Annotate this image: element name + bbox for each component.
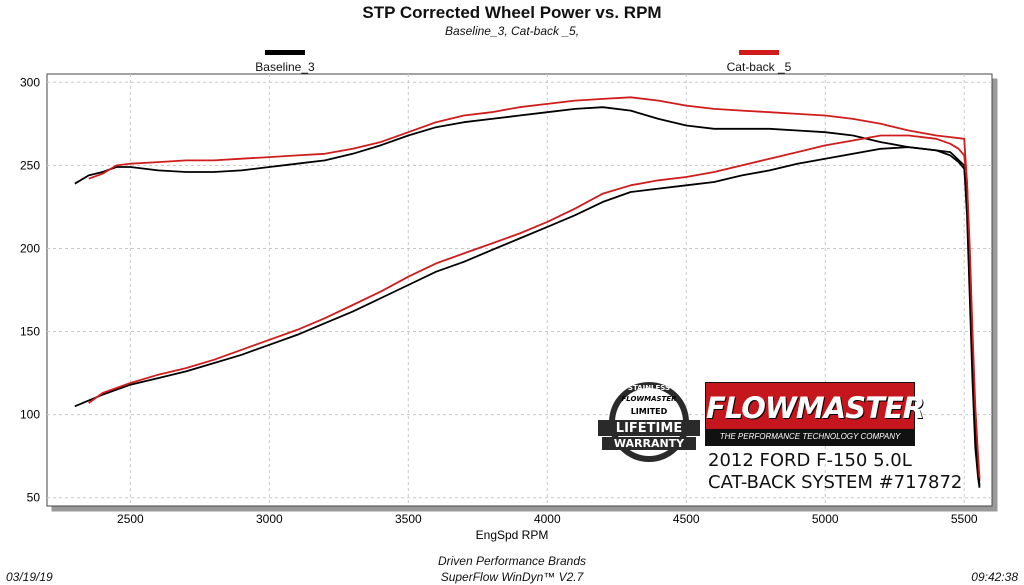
logo-tagline: THE PERFORMANCE TECHNOLOGY COMPANY [706, 429, 914, 445]
series-line-3 [88, 134, 981, 478]
y-tick-label: 50 [27, 491, 41, 505]
product-vehicle: 2012 FORD F-150 5.0L [708, 450, 912, 471]
warranty-badge-graphic [598, 382, 700, 462]
y-tick-label: 200 [20, 241, 40, 255]
y-tick-label: 100 [20, 408, 40, 422]
legend-swatch-catback [739, 50, 779, 55]
badge-line-2: FLOWMASTER [621, 395, 677, 403]
badge-line-4: LIFETIME [615, 421, 683, 436]
x-tick-label: 4000 [534, 512, 561, 526]
x-tick-label: 5500 [951, 512, 978, 526]
badge-line-1: STAINLESS STEEL [627, 384, 671, 400]
legend-item-baseline: Baseline_3 [240, 50, 330, 74]
chart-subtitle: Baseline_3, Cat-back _5, [444, 24, 580, 38]
x-tick-label: 3500 [395, 512, 422, 526]
legend-swatch-baseline [265, 50, 305, 55]
y-tick-label: 300 [20, 75, 40, 89]
x-tick-label: 3000 [256, 512, 283, 526]
footer-company: Driven Performance Brands [437, 554, 587, 568]
footer-time: 09:42:38 [971, 570, 1018, 584]
series-line-2 [74, 146, 981, 487]
flowmaster-logo: FLOWMASTER THE PERFORMANCE TECHNOLOGY CO… [705, 382, 925, 446]
legend-label-catback: Cat-back _5 [726, 60, 792, 74]
series-line-1 [88, 96, 981, 482]
x-tick-label: 2500 [117, 512, 144, 526]
axis-ticks: 2500 3000 3500 4000 4500 5000 5500 300 250 200 150… [20, 75, 978, 526]
warranty-badge: STAINLESS STEEL FLOWMASTER LIMITED LIFET… [598, 380, 700, 464]
legend-label-baseline: Baseline_3 [255, 60, 315, 74]
product-system: CAT-BACK SYSTEM #717872 [708, 472, 963, 493]
x-tick-label: 4500 [673, 512, 700, 526]
footer-software: SuperFlow WinDyn™ V2.7 [440, 570, 584, 584]
x-axis-label: EngSpd RPM [476, 528, 549, 542]
chart-title: STP Corrected Wheel Power vs. RPM [362, 3, 662, 22]
series-line-0 [74, 106, 981, 488]
footer-date: 03/19/19 [6, 570, 53, 584]
legend-item-catback: Cat-back _5 [714, 50, 804, 74]
badge-line-3: LIMITED [630, 407, 668, 416]
series-lines [74, 96, 981, 488]
y-tick-label: 250 [20, 158, 40, 172]
y-tick-label: 150 [20, 325, 40, 339]
badge-line-5: WARRANTY [613, 437, 685, 450]
x-tick-label: 5000 [812, 512, 839, 526]
logo-brand-name: FLOWMASTER [706, 391, 925, 425]
